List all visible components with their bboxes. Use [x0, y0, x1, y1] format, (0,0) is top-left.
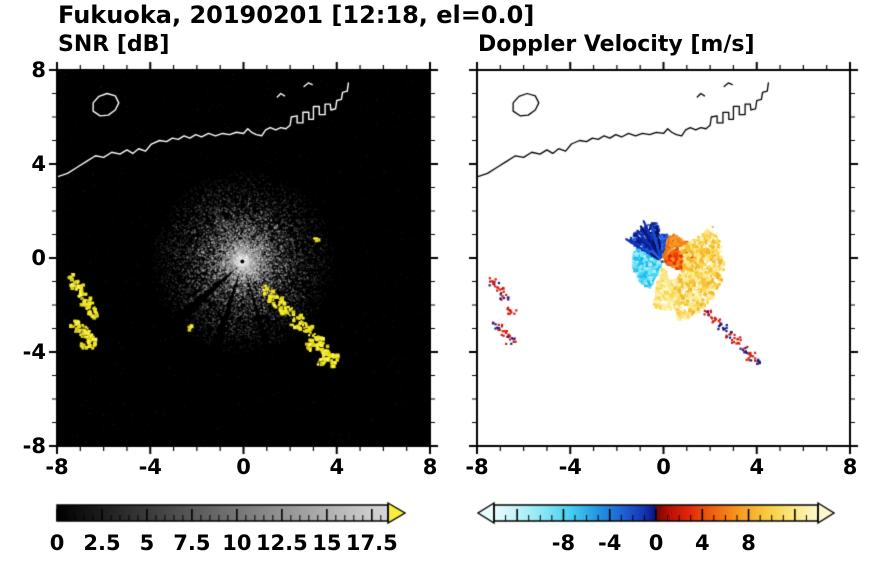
- snr-y-tick-label: -4: [22, 340, 46, 364]
- velocity-colorbar-label: 4: [694, 531, 710, 555]
- snr-colorbar-label: 15: [312, 531, 342, 555]
- velocity-colorbar: [465, 501, 850, 527]
- snr-x-tick-label: 0: [236, 455, 251, 479]
- snr-colorbar-label: 5: [139, 531, 155, 555]
- snr-colorbar-label: 0: [49, 531, 65, 555]
- velocity-x-tick-label: 0: [656, 455, 671, 479]
- snr-x-tick-label: -4: [138, 455, 162, 479]
- snr-colorbar-label: 17.5: [345, 531, 398, 555]
- snr-colorbar: [50, 501, 450, 527]
- snr-y-tick-label: 8: [31, 58, 46, 82]
- snr-colorbar-label: 2.5: [83, 531, 121, 555]
- velocity-plot: [465, 58, 862, 458]
- velocity-colorbar-label: -8: [551, 531, 576, 555]
- velocity-x-tick-label: 8: [842, 455, 858, 479]
- velocity-x-tick-label: -4: [558, 455, 582, 479]
- snr-x-tick-label: 8: [422, 455, 438, 479]
- snr-colorbar-label: 10: [222, 531, 252, 555]
- velocity-x-tick-label: -8: [465, 455, 489, 479]
- velocity-colorbar-label: -4: [598, 531, 622, 555]
- velocity-colorbar-label: 0: [648, 531, 664, 555]
- snr-y-tick-label: 0: [31, 246, 46, 270]
- snr-colorbar-label: 7.5: [173, 531, 211, 555]
- snr-y-tick-label: -8: [22, 434, 46, 458]
- figure-title: Fukuoka, 20190201 [12:18, el=0.0]: [58, 1, 535, 29]
- velocity-colorbar-label: 8: [741, 531, 756, 555]
- snr-y-tick-label: 4: [31, 152, 46, 176]
- snr-x-tick-label: -8: [45, 455, 69, 479]
- snr-plot: [45, 58, 442, 458]
- snr-x-tick-label: 4: [329, 455, 345, 479]
- velocity-x-tick-label: 4: [749, 455, 765, 479]
- snr-panel-title: SNR [dB]: [58, 32, 170, 57]
- velocity-panel-title: Doppler Velocity [m/s]: [478, 32, 755, 57]
- snr-colorbar-label: 12.5: [255, 531, 308, 555]
